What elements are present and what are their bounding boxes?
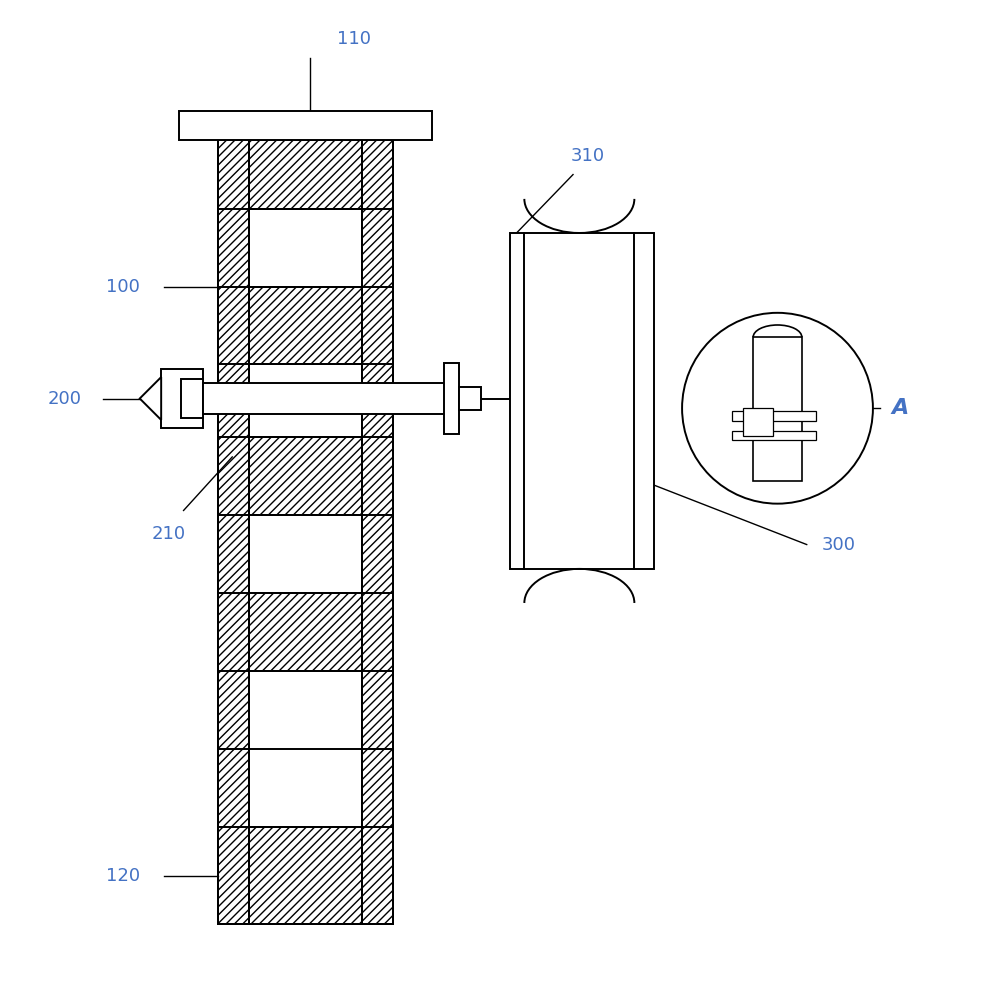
Bar: [203, 383, 456, 414]
Bar: [510, 233, 524, 569]
Text: 210: 210: [152, 525, 186, 543]
Text: 200: 200: [47, 390, 81, 408]
Bar: [732, 411, 816, 421]
Bar: [249, 671, 362, 749]
Bar: [249, 749, 362, 827]
Bar: [249, 516, 362, 593]
Bar: [218, 140, 249, 924]
Bar: [181, 379, 203, 418]
Polygon shape: [140, 377, 161, 420]
Text: A: A: [891, 399, 909, 418]
Bar: [249, 593, 362, 671]
Text: 120: 120: [106, 866, 140, 885]
Bar: [634, 233, 654, 569]
Text: 110: 110: [337, 30, 371, 48]
Bar: [444, 363, 459, 434]
Bar: [249, 437, 362, 516]
Bar: [732, 431, 816, 440]
Text: 100: 100: [106, 278, 140, 296]
Bar: [249, 287, 362, 364]
Bar: [249, 364, 362, 437]
Bar: [249, 140, 362, 208]
Bar: [249, 827, 362, 924]
Bar: [459, 387, 481, 410]
Bar: [161, 369, 203, 428]
Bar: [179, 111, 432, 140]
Bar: [362, 140, 393, 924]
Bar: [753, 337, 802, 481]
Text: 300: 300: [821, 535, 855, 554]
Text: 310: 310: [571, 147, 605, 165]
Bar: [743, 409, 773, 436]
Bar: [249, 208, 362, 287]
